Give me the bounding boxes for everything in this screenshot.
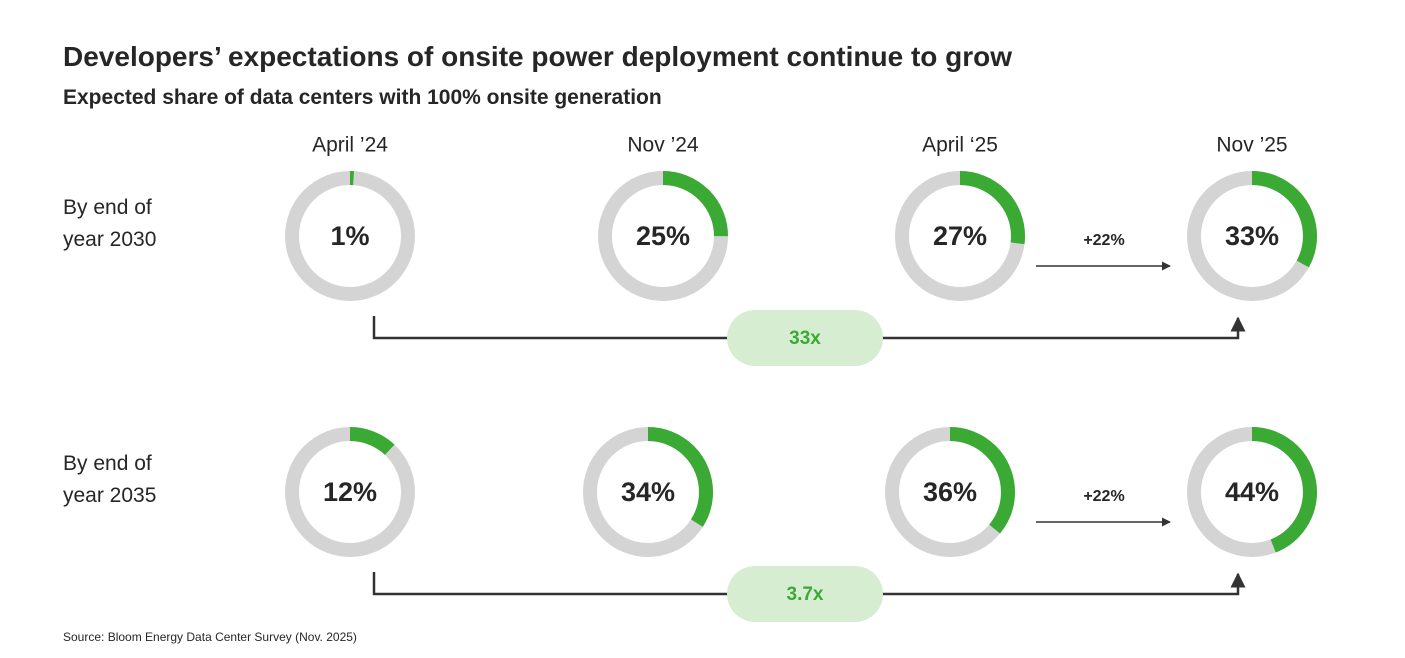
- donut-arc: [285, 427, 415, 557]
- multiple-pill: [727, 310, 883, 366]
- source: Source: Bloom Energy Data Center Survey …: [63, 630, 357, 644]
- period-label: Nov ’25: [1216, 134, 1287, 157]
- row-label: By end of year 2030: [63, 196, 156, 251]
- donut-arc: [1187, 427, 1317, 557]
- value-label: 36%: [923, 477, 977, 507]
- multiple-label: 3.7x: [787, 584, 824, 605]
- donut-arc: [598, 171, 728, 301]
- donut-arc: [285, 171, 415, 301]
- period-label: Nov ’24: [627, 134, 699, 157]
- donut-arc: [583, 427, 713, 557]
- donut-arc: [885, 427, 1015, 557]
- row-label: By end of year 2035: [63, 452, 156, 507]
- change-label: +22%: [1083, 232, 1124, 249]
- value-label: 12%: [323, 477, 377, 507]
- value-label: 25%: [636, 221, 690, 251]
- donut-arc: [1187, 171, 1317, 301]
- multiple-label: 33x: [789, 328, 821, 349]
- period-label: April ‘25: [922, 134, 998, 157]
- chart-subtitle: Expected share of data centers with 100%…: [63, 86, 662, 109]
- value-label: 1%: [330, 221, 369, 251]
- value-label: 34%: [621, 477, 675, 507]
- chart-title: Developers’ expectations of onsite power…: [63, 41, 1012, 72]
- donut-arc: [895, 171, 1025, 301]
- change-label: +22%: [1083, 488, 1124, 505]
- multiple-pill: [727, 566, 883, 622]
- value-label: 44%: [1225, 477, 1279, 507]
- value-label: 27%: [933, 221, 987, 251]
- value-label: 33%: [1225, 221, 1279, 251]
- period-label: April ’24: [312, 134, 388, 157]
